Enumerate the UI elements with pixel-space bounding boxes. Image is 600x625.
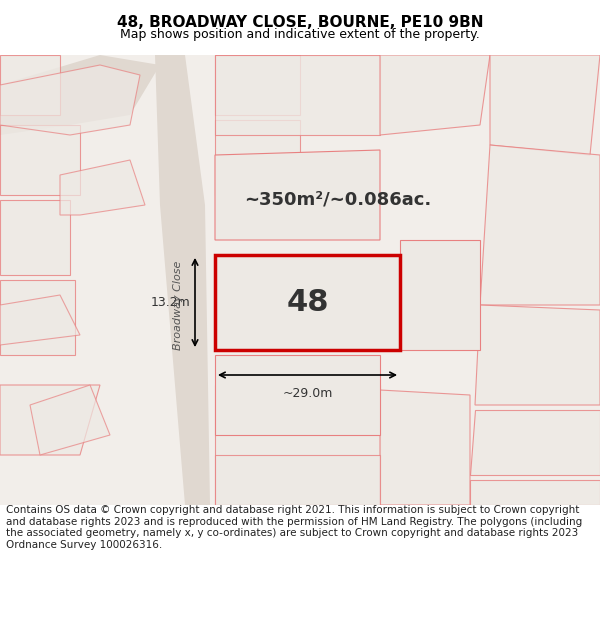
Polygon shape [215,455,380,505]
Text: Broadway Close: Broadway Close [173,260,183,350]
Polygon shape [215,55,300,115]
Polygon shape [470,480,600,505]
Polygon shape [0,385,100,455]
Polygon shape [380,390,470,505]
Polygon shape [490,55,600,155]
Polygon shape [480,145,600,305]
Polygon shape [155,55,210,505]
Bar [215,255,400,350]
Text: 48: 48 [286,288,329,317]
Polygon shape [380,55,490,135]
Polygon shape [215,120,300,195]
Polygon shape [60,160,145,215]
Polygon shape [0,200,70,275]
Polygon shape [400,240,480,350]
Text: Contains OS data © Crown copyright and database right 2021. This information is : Contains OS data © Crown copyright and d… [6,505,582,550]
Polygon shape [215,385,380,505]
Polygon shape [0,125,80,195]
Polygon shape [30,385,110,455]
Polygon shape [215,55,380,135]
Text: 13.2m: 13.2m [150,296,190,309]
Text: ~350m²/~0.086ac.: ~350m²/~0.086ac. [244,191,431,209]
Polygon shape [0,55,160,135]
Text: 48, BROADWAY CLOSE, BOURNE, PE10 9BN: 48, BROADWAY CLOSE, BOURNE, PE10 9BN [117,16,483,31]
Polygon shape [215,150,380,240]
Polygon shape [215,355,380,435]
Polygon shape [0,55,60,115]
Polygon shape [0,65,140,135]
Polygon shape [475,305,600,405]
Polygon shape [0,295,80,345]
Text: ~29.0m: ~29.0m [283,387,332,400]
Polygon shape [0,280,75,355]
Polygon shape [470,410,600,475]
Text: Map shows position and indicative extent of the property.: Map shows position and indicative extent… [120,28,480,41]
